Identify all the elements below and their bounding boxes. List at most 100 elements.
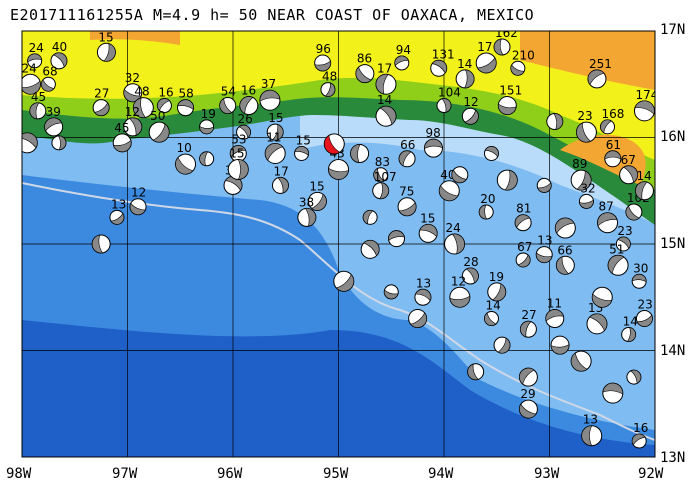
- lon-label-96w: 96W: [217, 466, 243, 482]
- depth-label: 30: [633, 261, 648, 275]
- focal-mechanism: [388, 230, 406, 248]
- depth-label: 75: [399, 185, 414, 199]
- focal-mechanism: [570, 350, 592, 372]
- depth-label: 12: [463, 95, 478, 109]
- depth-label: 26: [238, 112, 253, 126]
- focal-mechanism: [264, 142, 286, 164]
- focal-mechanism: [600, 119, 616, 135]
- depth-label: 107: [374, 170, 397, 184]
- lon-label-93w: 93W: [534, 466, 560, 482]
- focal-mechanism: [487, 282, 507, 302]
- depth-label: 16: [158, 86, 173, 100]
- focal-mechanism: [615, 236, 631, 252]
- depth-label: 251: [589, 57, 612, 71]
- focal-mechanism: [461, 267, 479, 285]
- focal-mechanism: [518, 399, 538, 419]
- depth-label: 151: [499, 84, 522, 98]
- focal-mechanism: [570, 169, 592, 191]
- depth-label: 174: [635, 88, 658, 102]
- lat-label-16n: 16N: [660, 129, 686, 145]
- depth-label: 37: [261, 77, 276, 91]
- depth-label: 15: [420, 211, 435, 225]
- focal-mechanism: [451, 166, 469, 184]
- focal-mechanism: [621, 327, 637, 343]
- focal-mechanism: [586, 313, 608, 335]
- focal-mechanism: [129, 198, 147, 216]
- focal-mechanism: [619, 165, 639, 185]
- focal-mechanism: [631, 273, 647, 289]
- focal-mechanism: [436, 98, 452, 114]
- depth-label: 48: [134, 85, 149, 99]
- focal-mechanism: [493, 38, 511, 56]
- depth-label: 24: [446, 221, 461, 235]
- depth-label: 20: [480, 192, 495, 206]
- depth-label: 104: [438, 86, 461, 100]
- depth-label: 40: [52, 40, 67, 54]
- depth-label: 15: [229, 146, 244, 160]
- depth-label: 45: [114, 121, 129, 135]
- depth-label: 66: [400, 138, 415, 152]
- focal-mechanism: [635, 310, 653, 328]
- focal-mechanism: [219, 97, 237, 115]
- focal-mechanism: [109, 209, 125, 225]
- depth-label: 14: [457, 57, 472, 71]
- focal-mechanism: [227, 158, 249, 180]
- depth-label: 28: [463, 255, 478, 269]
- depth-label: 16: [633, 421, 648, 435]
- depth-label: 24: [21, 61, 36, 75]
- focal-mechanism: [515, 252, 531, 268]
- focal-mechanism: [631, 433, 647, 449]
- map-title: E201711161255A M=4.9 h= 50 NEAR COAST OF…: [10, 6, 535, 24]
- lon-label-95w: 95W: [323, 466, 349, 482]
- focal-mechanism: [360, 239, 380, 259]
- focal-mechanism: [607, 254, 629, 276]
- map-frame: [21, 30, 656, 458]
- focal-mechanism: [375, 73, 397, 95]
- focal-mechanism: [634, 181, 654, 201]
- depth-label: 38: [299, 195, 314, 209]
- focal-mechanism: [375, 105, 397, 127]
- depth-label: 19: [489, 270, 504, 284]
- focal-mechanism: [587, 69, 607, 89]
- focal-mechanism: [604, 150, 622, 168]
- focal-mechanism: [398, 150, 416, 168]
- focal-mechanism: [328, 158, 349, 180]
- lon-label-92w: 92W: [638, 466, 664, 482]
- focal-mechanism: [455, 69, 475, 89]
- depth-label: 32: [125, 71, 140, 85]
- focal-mechanism: [294, 145, 310, 161]
- focal-mechanism: [597, 212, 619, 234]
- focal-mechanism: [444, 233, 466, 255]
- focal-mechanism: [554, 217, 576, 239]
- depth-label: 67: [517, 240, 532, 254]
- depth-label: 27: [94, 87, 109, 101]
- depth-label: 51: [609, 242, 624, 256]
- depth-label: 13: [416, 276, 431, 290]
- focal-mechanism: [44, 117, 64, 137]
- focal-mechanism: [394, 55, 410, 71]
- depth-label: 96: [316, 42, 331, 56]
- focal-mechanism: [175, 153, 197, 175]
- focal-mechanism: [418, 223, 438, 243]
- focal-mechanism: [581, 425, 603, 447]
- focal-mechanism: [449, 286, 471, 308]
- depth-label: 68: [42, 64, 57, 78]
- depth-label: 83: [375, 155, 390, 169]
- depth-label: 14: [623, 315, 638, 329]
- focal-mechanism: [550, 335, 570, 355]
- focal-mechanism: [633, 100, 655, 122]
- depth-label: 15: [268, 111, 283, 125]
- focal-mechanism: [40, 76, 56, 92]
- focal-mechanism: [50, 52, 68, 70]
- focal-mechanism: [536, 177, 552, 193]
- focal-mechanism: [591, 286, 613, 308]
- depth-label: 11: [266, 130, 281, 144]
- depth-label: 14: [485, 299, 500, 313]
- depth-label: 66: [557, 243, 572, 257]
- depth-label: 131: [432, 47, 455, 61]
- focal-mechanism: [177, 99, 195, 117]
- focal-mechanism: [29, 102, 47, 120]
- focal-mechanism: [259, 89, 281, 111]
- depth-label: 14: [636, 169, 651, 183]
- focal-mechanism: [514, 214, 532, 232]
